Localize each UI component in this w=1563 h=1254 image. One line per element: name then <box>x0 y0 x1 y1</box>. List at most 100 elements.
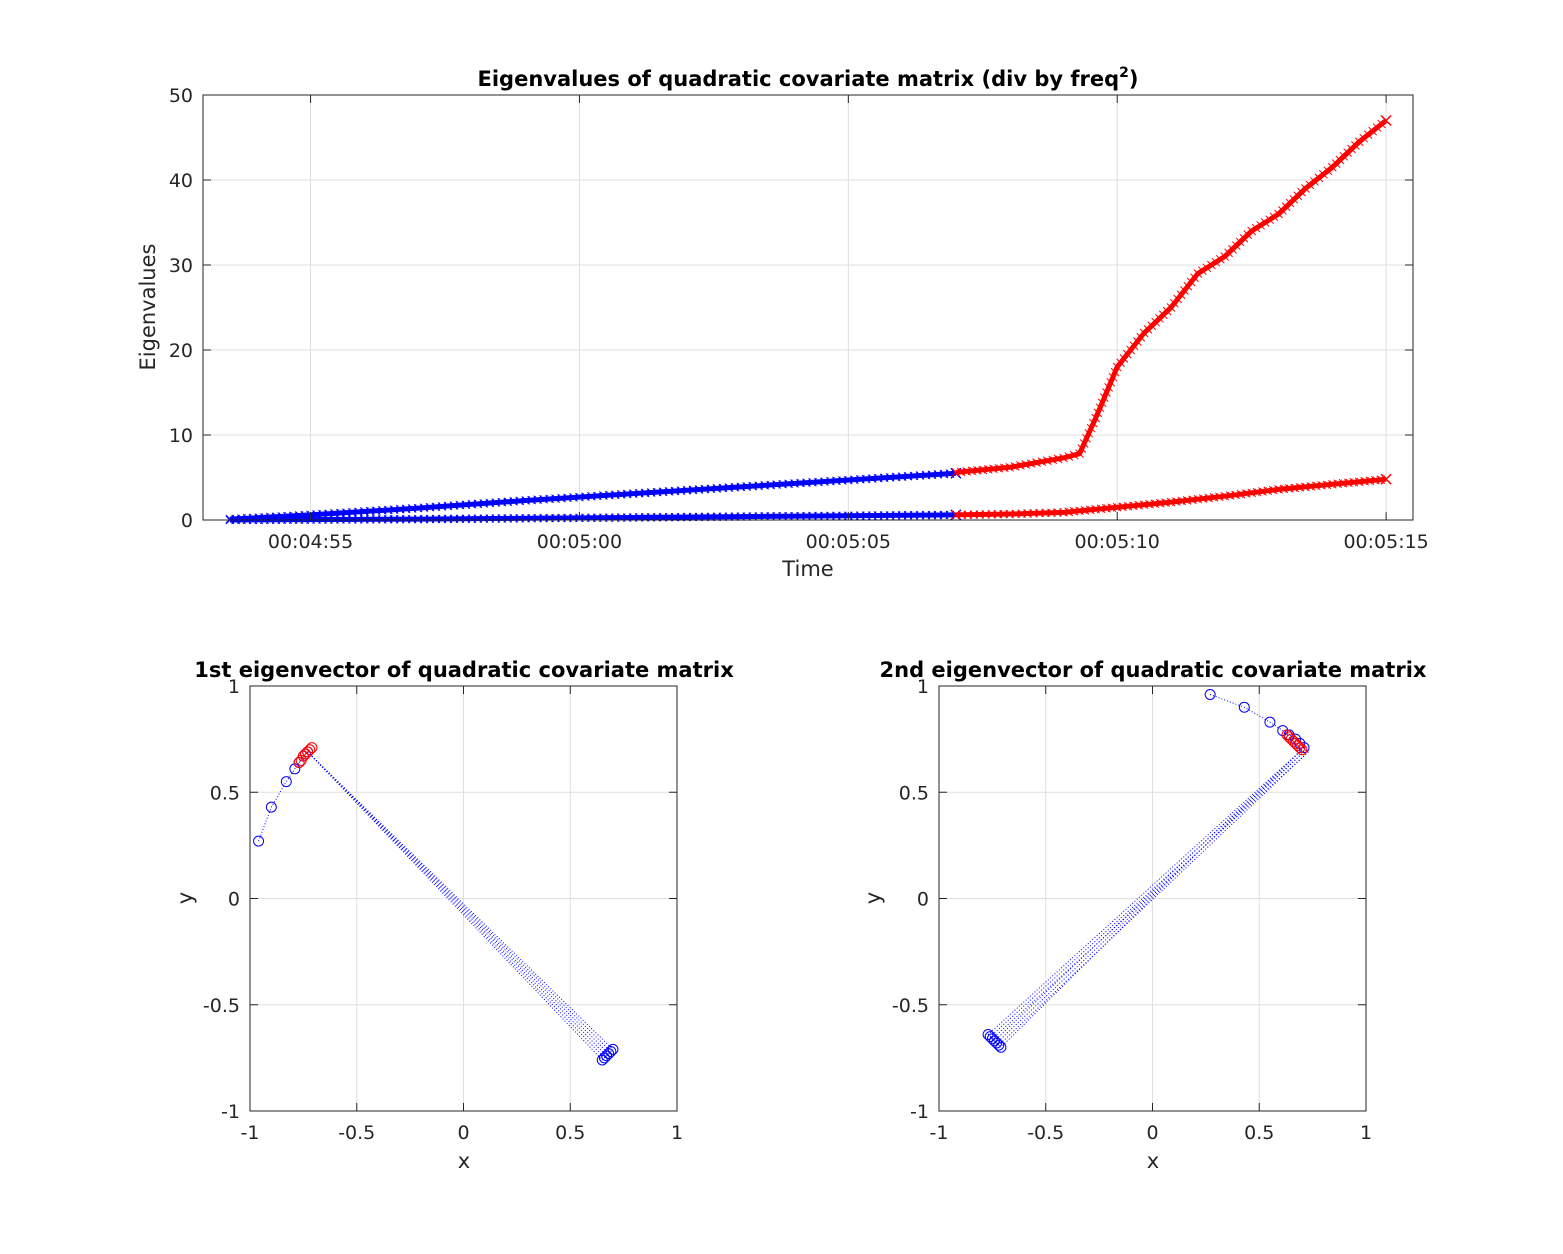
second-eigenvector-point <box>1290 733 1302 745</box>
eigenvalues-x-marker <box>1112 362 1122 372</box>
second-eigenvector-point <box>1264 716 1276 728</box>
second-eigenvector-xlabel: x <box>1147 1149 1159 1173</box>
eigenvalues-x-marker <box>1183 281 1193 291</box>
eigenvalues-x-marker <box>1310 177 1319 186</box>
first-eigenvector-ylabel: y <box>173 892 197 904</box>
second-eigenvector-point <box>1294 737 1306 749</box>
second-eigenvector-point <box>1285 733 1297 745</box>
eigenvalues-x-marker <box>1032 458 1041 467</box>
eigenvalues-x-marker <box>1256 220 1265 230</box>
eigenvalues-data <box>225 114 1392 525</box>
second-eigenvector-data <box>982 689 1310 1053</box>
eigenvalues-xtick-label: 00:05:10 <box>1075 531 1160 553</box>
eigenvalues-ylabel: Eigenvalues <box>136 244 160 371</box>
eigenvalues-x-marker <box>1108 372 1118 382</box>
second-eigenvector-jump-line <box>992 751 1309 1040</box>
first-eigenvector-point <box>265 801 277 813</box>
eigenvalues-x-marker <box>1166 303 1176 312</box>
second-eigenvector-point <box>1290 737 1302 749</box>
eigenvalues-x-marker <box>1363 130 1373 140</box>
eigenvalues-ytick-label: 20 <box>169 340 193 362</box>
eigenvalues-x-marker <box>1247 226 1257 236</box>
first-eigenvector-point <box>596 1054 608 1066</box>
first-eigenvector-xtick-label: 0.5 <box>555 1122 585 1144</box>
first-eigenvector-series-blue-line <box>601 1049 614 1061</box>
second-eigenvector-point <box>1296 744 1308 756</box>
second-eigenvector-jump-line <box>987 747 1305 1035</box>
eigenvalues-x-marker <box>1211 257 1221 267</box>
eigenvalues-x-marker <box>1380 473 1392 485</box>
eigenvalues-x-marker <box>1198 266 1207 276</box>
first-eigenvector-ytick-label: 0.5 <box>210 782 240 804</box>
eigenvalues-x-marker <box>1093 408 1103 418</box>
eigenvalues-x-marker <box>1119 354 1129 363</box>
eigenvalues-ticks: 00:04:55 00:05:00 00:05:05 00:05:10 00:05:15… <box>169 85 1429 553</box>
second-eigenvector-point <box>1238 701 1250 713</box>
eigenvalues-x-marker <box>1026 459 1036 468</box>
first-eigenvector-xtick-label: 0 <box>457 1122 469 1144</box>
second-eigenvector-point <box>1287 735 1299 747</box>
eigenvalues-x-marker <box>1084 428 1094 438</box>
eigenvalues-x-marker <box>1069 450 1079 460</box>
eigenvalues-xlabel: Time <box>781 557 833 581</box>
second-eigenvector-point <box>1292 740 1304 751</box>
eigenvalues-x-marker <box>1190 273 1199 283</box>
first-eigenvector-jump-line <box>311 755 614 1050</box>
eigenvalues-x-marker <box>1021 460 1031 469</box>
eigenvalues-axes-box <box>202 94 1414 521</box>
eigenvalues-x-marker <box>1005 462 1015 472</box>
eigenvalues-x-marker <box>1215 254 1225 264</box>
eigenvalues-x-marker <box>1099 393 1109 402</box>
first-eigenvector-point <box>598 1052 610 1064</box>
second-eigenvector-title: 2nd eigenvector of quadratic covariate m… <box>880 658 1427 682</box>
first-eigenvector-xlabel: x <box>458 1149 470 1173</box>
eigenvalues-x-marker <box>1042 456 1052 466</box>
second-eigenvector-point <box>991 1037 1003 1049</box>
eigenvalues-x-marker <box>1016 461 1025 470</box>
eigenvalues-x-marker <box>1380 114 1392 127</box>
first-eigenvector-xtick-label: 1 <box>671 1122 683 1144</box>
first-eigenvector-data <box>253 742 619 1066</box>
eigenvalues-x-marker <box>1301 184 1310 193</box>
first-eigenvector-point <box>601 1050 613 1062</box>
eigenvalues-x-marker <box>1359 133 1369 143</box>
eigenvalues-x-marker <box>1064 452 1074 461</box>
eigenvalues-x-marker <box>1202 263 1212 273</box>
eigenvalues-x-marker <box>1170 298 1179 308</box>
eigenvalues-ytick-label: 10 <box>169 425 193 447</box>
eigenvalues-plot: 00:04:55 00:05:00 00:05:05 00:05:10 00:05:15… <box>136 65 1429 581</box>
first-eigenvector-jump-line <box>311 755 607 1057</box>
second-eigenvector-point <box>1283 731 1295 743</box>
first-eigenvector-point <box>603 1048 615 1060</box>
eigenvalues-x-marker <box>1186 277 1196 287</box>
second-eigenvector-point <box>993 1039 1005 1051</box>
second-eigenvector-ytick-label: 0 <box>917 889 929 911</box>
eigenvalues-x-marker <box>1319 169 1328 179</box>
eigenvalues-x-marker <box>1193 269 1203 278</box>
eigenvalues-x-marker <box>1269 212 1279 222</box>
eigenvalues-x-marker <box>1082 434 1091 443</box>
eigenvalues-x-marker <box>1089 418 1098 428</box>
first-eigenvector-ytick-label: -0.5 <box>203 995 240 1017</box>
second-eigenvector-xtick-label: -0.5 <box>1027 1122 1064 1144</box>
eigenvalues-x-marker <box>1095 403 1105 413</box>
first-eigenvector-jump-line <box>307 751 610 1054</box>
second-eigenvector-point <box>1294 742 1306 754</box>
eigenvalues-x-marker <box>1091 413 1101 423</box>
second-eigenvector-xtick-label: 0.5 <box>1244 1122 1274 1144</box>
eigenvalues-ytick-label: 40 <box>169 170 193 192</box>
eigenvalues-ytick-label: 30 <box>169 255 193 277</box>
eigenvalues-x-marker <box>1251 223 1261 233</box>
first-eigenvector-ytick-label: 1 <box>228 676 240 698</box>
second-eigenvector-ytick-label: -0.5 <box>892 995 929 1017</box>
eigenvalues-x-marker <box>1106 377 1116 387</box>
eigenvalues-xtick-label: 00:04:55 <box>268 531 353 553</box>
second-eigenvector-ytick-label: 0.5 <box>899 782 929 804</box>
second-eigenvector-jump-line <box>994 747 1305 1042</box>
first-eigenvector-point <box>605 1046 617 1057</box>
first-eigenvector-point <box>300 748 312 760</box>
second-eigenvector-ytick-label: 1 <box>917 676 929 698</box>
eigenvalues-xtick-label: 00:05:05 <box>806 531 891 553</box>
second-eigenvector-jump-line <box>1000 747 1305 1048</box>
